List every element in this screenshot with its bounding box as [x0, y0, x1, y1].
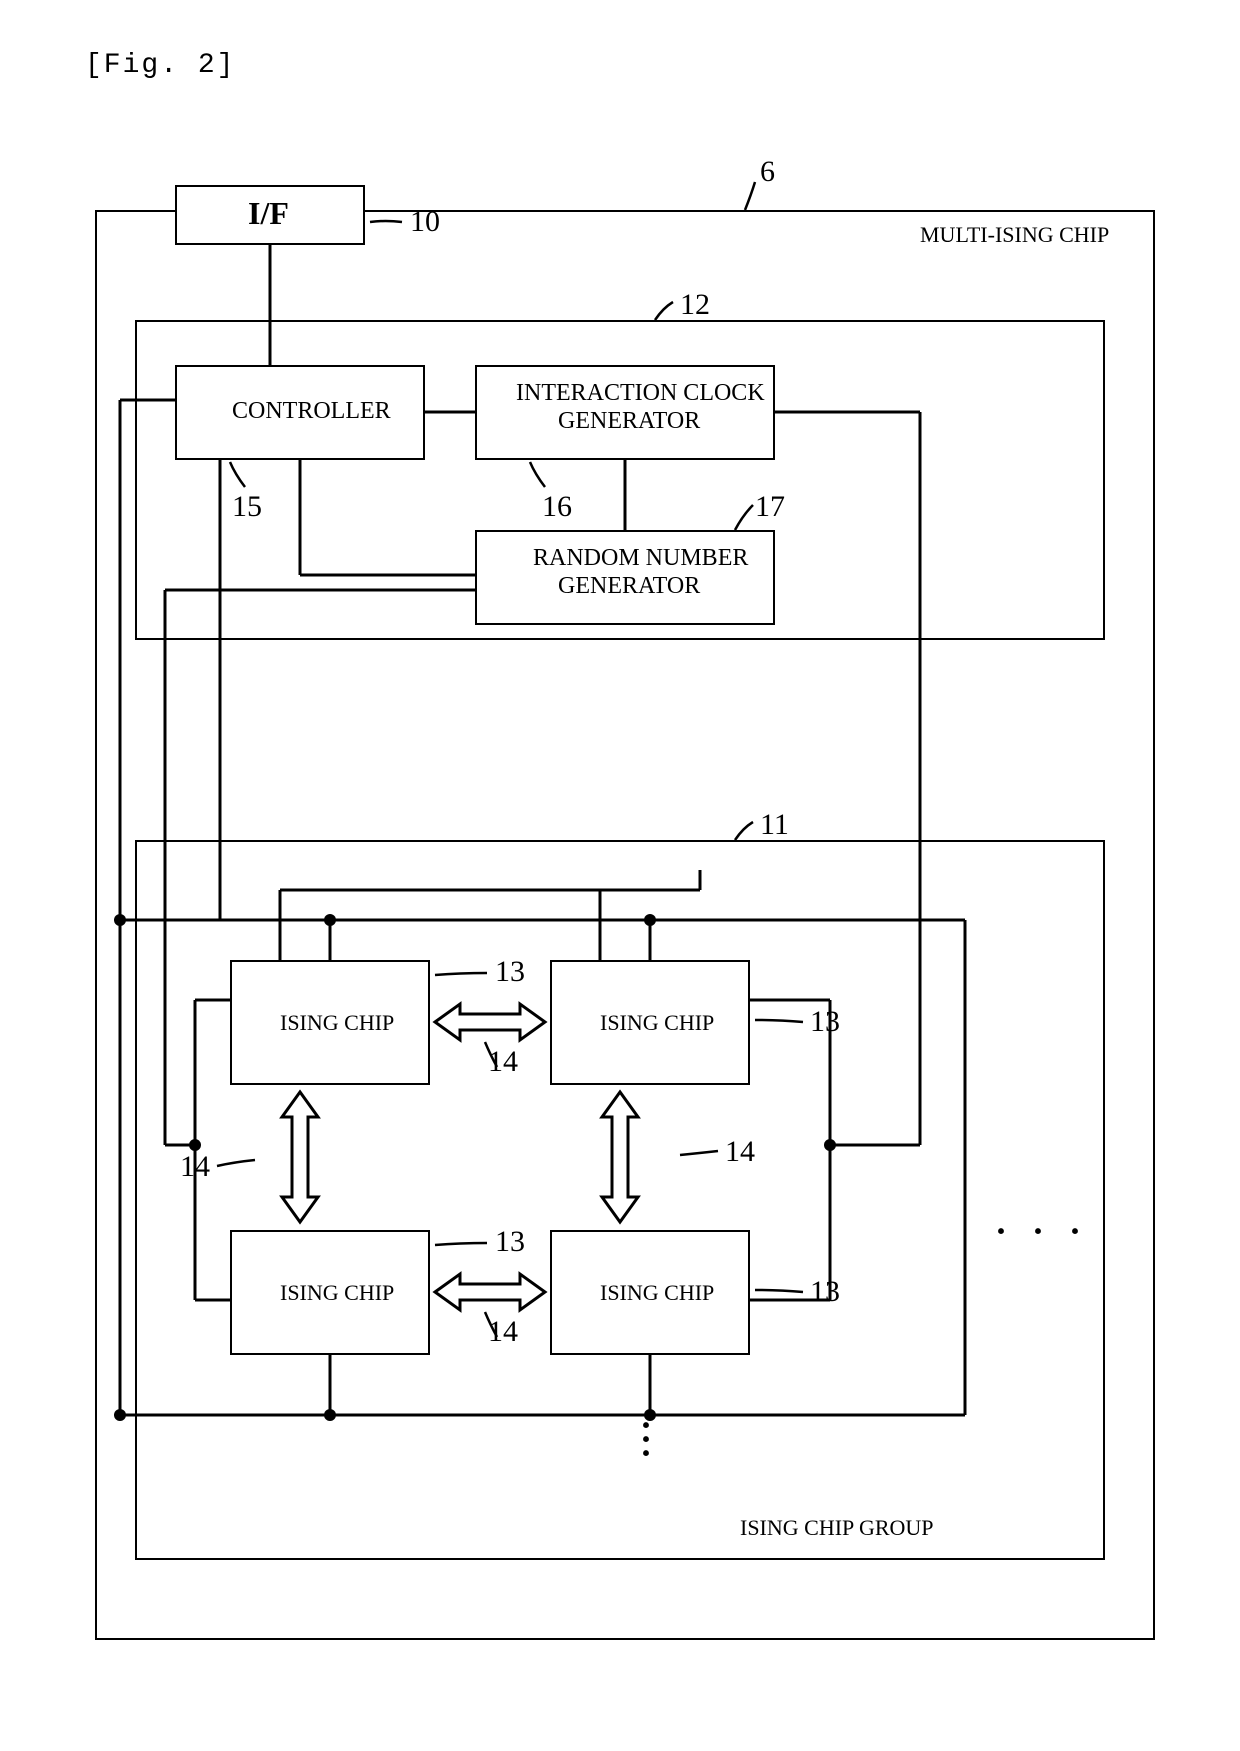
- ising-group-box: [135, 840, 1105, 1560]
- controller-label: CONTROLLER: [232, 398, 391, 425]
- ref-6: 6: [760, 155, 775, 189]
- ref-15: 15: [232, 490, 262, 524]
- ref-13-c: 13: [495, 1225, 525, 1259]
- figure-caption: [Fig. 2]: [85, 50, 235, 81]
- vertical-ellipsis: ···: [640, 1418, 652, 1460]
- ising-chip-3-label: ISING CHIP: [280, 1280, 394, 1306]
- ising-chip-4-label: ISING CHIP: [600, 1280, 714, 1306]
- ref-16: 16: [542, 490, 572, 524]
- ising-chip-1-label: ISING CHIP: [280, 1010, 394, 1036]
- ref-17: 17: [755, 490, 785, 524]
- ref-10: 10: [410, 205, 440, 239]
- rng-label-2: GENERATOR: [558, 573, 700, 600]
- ref-14-a: 14: [488, 1045, 518, 1079]
- ising-chip-2-label: ISING CHIP: [600, 1010, 714, 1036]
- clock-label-1: INTERACTION CLOCK: [516, 380, 765, 407]
- ref-14-d: 14: [488, 1315, 518, 1349]
- ref-12: 12: [680, 288, 710, 322]
- multi-ising-chip-label: MULTI-ISING CHIP: [920, 222, 1109, 248]
- clock-label-2: GENERATOR: [558, 408, 700, 435]
- ising-group-label: ISING CHIP GROUP: [740, 1515, 934, 1541]
- ref-13-d: 13: [810, 1275, 840, 1309]
- horizontal-ellipsis: · · ·: [995, 1210, 1089, 1252]
- if-label: I/F: [248, 195, 289, 232]
- ref-13-b: 13: [810, 1005, 840, 1039]
- ref-14-c: 14: [725, 1135, 755, 1169]
- ref-13-a: 13: [495, 955, 525, 989]
- ref-11: 11: [760, 808, 789, 842]
- ref-14-b: 14: [180, 1150, 210, 1184]
- rng-label-1: RANDOM NUMBER: [533, 545, 748, 572]
